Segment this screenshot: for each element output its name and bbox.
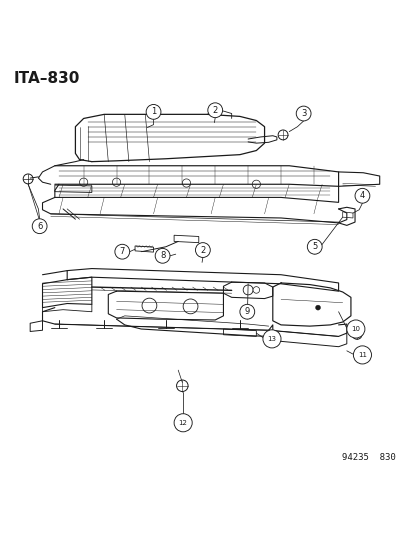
Text: ITA–830: ITA–830	[14, 71, 80, 86]
Circle shape	[112, 178, 120, 187]
Text: 4: 4	[359, 191, 364, 200]
Text: 94235  830: 94235 830	[342, 453, 395, 462]
Circle shape	[155, 248, 170, 263]
Circle shape	[79, 178, 88, 187]
Circle shape	[242, 285, 252, 295]
Circle shape	[239, 304, 254, 319]
Circle shape	[182, 179, 190, 187]
Circle shape	[351, 329, 361, 340]
Text: 11: 11	[357, 352, 366, 358]
Circle shape	[32, 219, 47, 233]
Circle shape	[174, 414, 192, 432]
Circle shape	[278, 130, 287, 140]
Circle shape	[176, 380, 188, 392]
Text: 9: 9	[244, 307, 249, 316]
Text: 5: 5	[311, 243, 317, 251]
Circle shape	[207, 103, 222, 118]
Circle shape	[315, 305, 320, 310]
Circle shape	[115, 244, 129, 259]
Text: 8: 8	[159, 251, 165, 260]
Text: 12: 12	[178, 420, 187, 426]
Circle shape	[142, 298, 157, 313]
Circle shape	[346, 320, 364, 338]
Circle shape	[353, 346, 370, 364]
Text: 3: 3	[300, 109, 306, 118]
Circle shape	[183, 299, 197, 314]
Text: 2: 2	[200, 246, 205, 255]
Circle shape	[296, 106, 310, 121]
Circle shape	[195, 243, 210, 257]
Circle shape	[356, 348, 365, 358]
Circle shape	[252, 287, 259, 293]
Text: 1: 1	[151, 107, 156, 116]
Circle shape	[146, 104, 161, 119]
Text: 7: 7	[119, 247, 125, 256]
Circle shape	[252, 180, 260, 188]
Circle shape	[306, 239, 321, 254]
Circle shape	[23, 174, 33, 184]
Text: 6: 6	[37, 222, 42, 231]
Circle shape	[354, 188, 369, 203]
Circle shape	[262, 330, 280, 348]
Text: 13: 13	[267, 336, 276, 342]
Text: 10: 10	[351, 326, 359, 332]
Text: 2: 2	[212, 106, 217, 115]
